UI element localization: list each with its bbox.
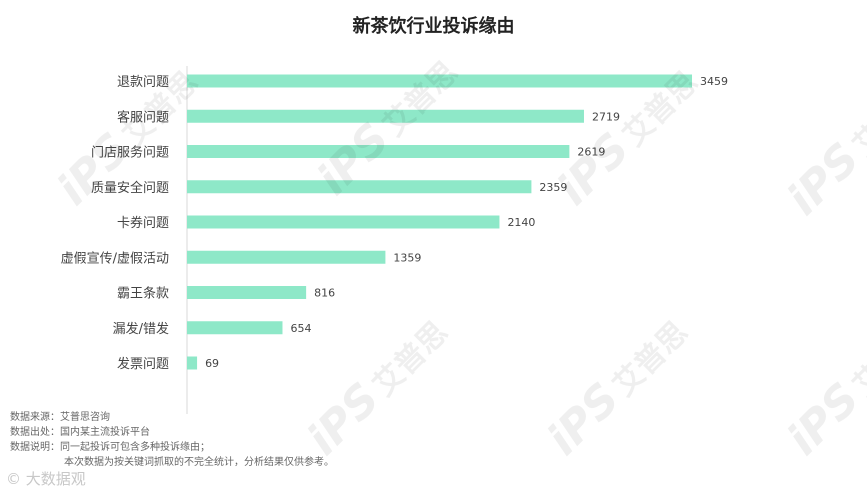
note-origin: 数据出处：国内某主流投诉平台 (10, 425, 334, 440)
note-desc-line1: 同一起投诉可包含多种投诉缘由； (60, 442, 210, 453)
note-origin-value: 国内某主流投诉平台 (60, 427, 150, 438)
bar (187, 250, 386, 264)
footer-brand-text: 大数据观 (25, 470, 86, 488)
note-desc: 数据说明：同一起投诉可包含多种投诉缘由； (10, 440, 334, 455)
data-label: 2359 (539, 181, 567, 194)
data-notes: 数据来源：艾普思咨询 数据出处：国内某主流投诉平台 数据说明：同一起投诉可包含多… (10, 410, 334, 470)
bar (187, 321, 283, 335)
category-label: 客服问题 (117, 109, 169, 125)
data-label: 654 (290, 322, 311, 335)
data-label: 816 (314, 287, 335, 300)
note-origin-label: 数据出处： (10, 427, 60, 438)
note-desc-label: 数据说明： (10, 442, 60, 453)
bar (187, 286, 307, 299)
data-label: 2719 (592, 110, 620, 123)
note-desc-line2: 本次数据为按关键词抓取的不完全统计，分析结果仅供参考。 (64, 457, 334, 468)
data-label: 69 (205, 357, 219, 370)
category-label: 发票问题 (117, 356, 169, 372)
category-label: 质量安全问题 (91, 180, 169, 196)
bar (187, 215, 500, 229)
bar (187, 74, 693, 88)
chart-title: 新茶饮行业投诉缘由 (352, 16, 515, 37)
data-label: 2140 (507, 216, 535, 229)
note-source-label: 数据来源： (10, 412, 60, 423)
brand-logo-icon: © (6, 470, 21, 488)
note-source: 数据来源：艾普思咨询 (10, 410, 334, 425)
data-label: 2619 (577, 146, 605, 159)
category-label: 门店服务问题 (91, 145, 169, 161)
bar (187, 180, 532, 194)
category-label: 漏发/错发 (113, 321, 169, 337)
data-label: 3459 (700, 75, 728, 88)
bars-group: 退款问题 3459 客服问题 2719 门店服务问题 2619 质量安全问题 2359 卡券问题… (61, 74, 728, 372)
note-source-value: 艾普思咨询 (60, 412, 110, 423)
bar (187, 109, 584, 123)
category-label: 卡券问题 (117, 215, 169, 231)
bar (187, 145, 570, 158)
category-label: 虚假宣传/虚假活动 (61, 250, 169, 266)
category-label: 退款问题 (117, 75, 169, 90)
data-label: 1359 (393, 251, 421, 264)
bar (187, 356, 198, 370)
category-label: 霸王条款 (117, 286, 169, 302)
footer-brand: © 大数据观 (6, 468, 86, 489)
